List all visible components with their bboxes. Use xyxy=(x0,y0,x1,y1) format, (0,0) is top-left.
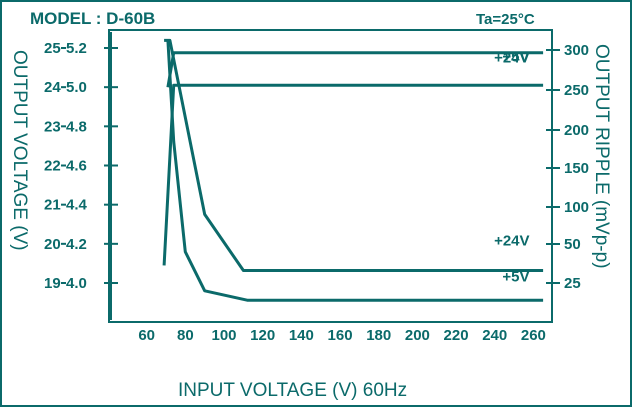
series-annotation: +5V xyxy=(502,268,529,285)
left-inner-tick-label: 5.0 xyxy=(66,79,87,96)
left-inner-tick-label: 4.6 xyxy=(66,158,87,175)
x-tick-label: 200 xyxy=(405,327,430,344)
series-annotation: +5V xyxy=(502,49,529,66)
left-outer-tick-label: 24 xyxy=(44,79,61,96)
right-ticks: 300 250 200 150 100 50 25 xyxy=(546,42,589,292)
right-tick-label: 300 xyxy=(564,42,589,59)
right-tick-label: 50 xyxy=(564,236,581,253)
left-inner-tick-label: 4.8 xyxy=(66,118,87,135)
x-tick-label: 180 xyxy=(366,327,391,344)
right-tick-label: 150 xyxy=(564,160,589,177)
right-tick-label: 250 xyxy=(564,82,589,99)
x-tick-label: 220 xyxy=(444,327,469,344)
left-outer-tick-label: 22 xyxy=(44,158,61,175)
x-axis-title: INPUT VOLTAGE (V) 60Hz xyxy=(178,380,407,401)
x-ticks: 60 80 100 120 140 160 180 200 220 240 260 xyxy=(138,327,546,344)
left-outer-tick-label: 23 xyxy=(44,118,61,135)
left-outer-tick-label: 21 xyxy=(44,197,61,214)
temperature-label: Ta=25°C xyxy=(476,11,535,28)
right-tick-label: 100 xyxy=(564,199,589,216)
model-label: MODEL : D-60B xyxy=(30,9,155,28)
x-tick-label: 240 xyxy=(482,327,507,344)
x-tick-label: 60 xyxy=(138,327,155,344)
left-inner-tick-label: 4.0 xyxy=(66,275,87,292)
series-line-24V-ripple xyxy=(164,38,544,272)
left-inner-tick-label: 5.2 xyxy=(66,40,87,57)
right-axis-title: OUTPUT RIPPLE (mVp-p) xyxy=(591,44,612,269)
series-line-5V-ripple xyxy=(166,40,544,302)
x-tick-label: 100 xyxy=(212,327,237,344)
series-line-5V-voltage_5v xyxy=(162,83,544,266)
x-tick-label: 160 xyxy=(328,327,353,344)
x-tick-label: 140 xyxy=(289,327,314,344)
right-tick-label: 200 xyxy=(564,122,589,139)
left-ticks: 25 5.2 24 5.0 23 4.8 22 4.6 21 4.4 20 4.2 19 4.0 xyxy=(44,40,118,292)
series-layer xyxy=(162,38,544,302)
left-outer-tick-label: 19 xyxy=(44,275,61,292)
series-annotation: +24V xyxy=(494,49,529,66)
right-tick-label: 25 xyxy=(564,275,581,292)
plot-frame xyxy=(108,29,553,323)
series-annotation: +24V xyxy=(494,233,529,250)
left-outer-tick-label: 20 xyxy=(44,236,61,253)
left-inner-tick-label: 4.4 xyxy=(66,197,88,214)
annotation-layer: +5V+24V+24V+5V xyxy=(494,49,529,286)
series-line-24V-voltage_24v xyxy=(166,51,544,88)
x-tick-label: 260 xyxy=(521,327,546,344)
x-tick-label: 80 xyxy=(177,327,194,344)
x-tick-label: 120 xyxy=(250,327,275,344)
left-inner-tick-label: 4.2 xyxy=(66,236,87,253)
left-outer-tick-label: 25 xyxy=(44,40,61,57)
left-axis-title: OUTPUT VOLTAGE (V) xyxy=(9,50,30,251)
